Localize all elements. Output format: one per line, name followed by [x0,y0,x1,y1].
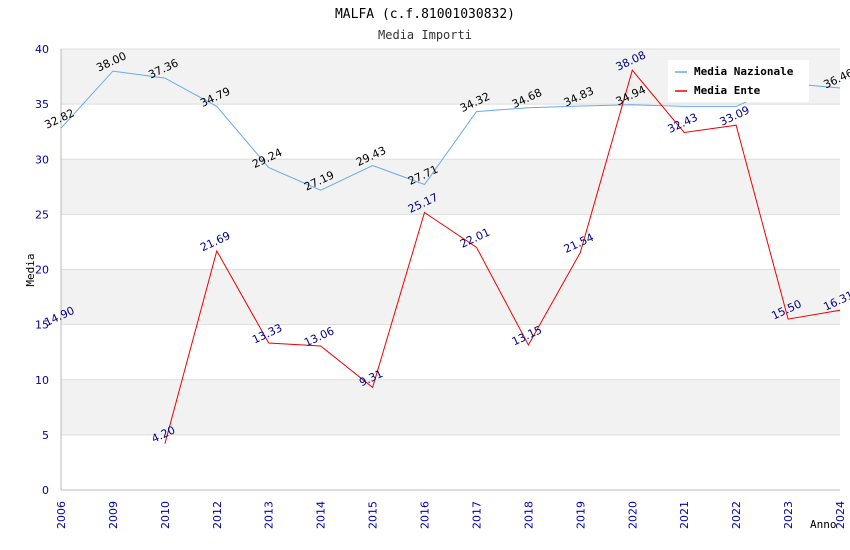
y-tick-label: 30 [35,153,49,166]
x-tick-label: 2012 [211,501,224,529]
x-tick-label: 2017 [470,501,483,529]
data-label: 32.43 [666,111,700,136]
y-tick-label: 35 [35,98,49,111]
x-tick-label: 2022 [730,501,743,529]
x-tick-label: 2018 [522,501,535,529]
x-tick-labels: 2006 2009 2010 2012 2013 2014 2015 2016 2017 2018… [55,501,847,529]
x-tick-label: 2021 [678,501,691,529]
y-tick-label: 10 [35,374,49,387]
y-tick-label: 20 [35,264,49,277]
series-line-1 [164,69,841,444]
y-axis-label: Media [24,253,37,286]
x-tick-label: 2010 [159,501,172,529]
x-tick-label: 2024 [834,501,847,529]
plot-bands [61,49,840,435]
y-tick-label: 15 [35,319,49,332]
x-tick-label: 2006 [55,501,68,529]
x-tick-label: 2013 [263,501,276,529]
x-tick-label: 2023 [782,501,795,529]
plot-band [61,379,840,435]
chart-subtitle: Media Importi [378,28,472,42]
series-lines [60,69,841,444]
x-tick-label: 2009 [107,501,120,529]
data-label: 13.15 [510,323,544,348]
data-label: 14.90 [42,304,76,329]
plot-band [61,159,840,215]
plot-band [61,269,840,325]
chart-title: MALFA (c.f.81001030832) [335,7,515,22]
x-tick-label: 2016 [419,501,432,529]
x-tick-label: 2019 [574,501,587,529]
x-axis-label: Anno [810,518,837,531]
x-tick-label: 2020 [626,501,639,529]
legend: Media Nazionale Media Ente [668,60,809,102]
data-label: 21.54 [562,231,596,256]
data-label: 33.09 [718,103,752,128]
y-tick-label: 0 [42,484,49,497]
axes [60,49,840,491]
legend-label-ente: Media Ente [694,84,761,97]
y-tick-label: 40 [35,43,49,56]
x-tick-label: 2015 [367,501,380,529]
y-tick-label: 5 [42,429,49,442]
y-tick-label: 25 [35,208,49,221]
y-tick-labels: 0 5 10 15 20 25 30 35 40 [35,43,49,497]
x-tick-label: 2014 [315,501,328,529]
series-line-0 [60,70,841,191]
legend-box [668,60,809,102]
data-label: 21.69 [198,229,232,254]
legend-label-nazionale: Media Nazionale [694,65,794,78]
data-label: 22.01 [458,226,492,251]
